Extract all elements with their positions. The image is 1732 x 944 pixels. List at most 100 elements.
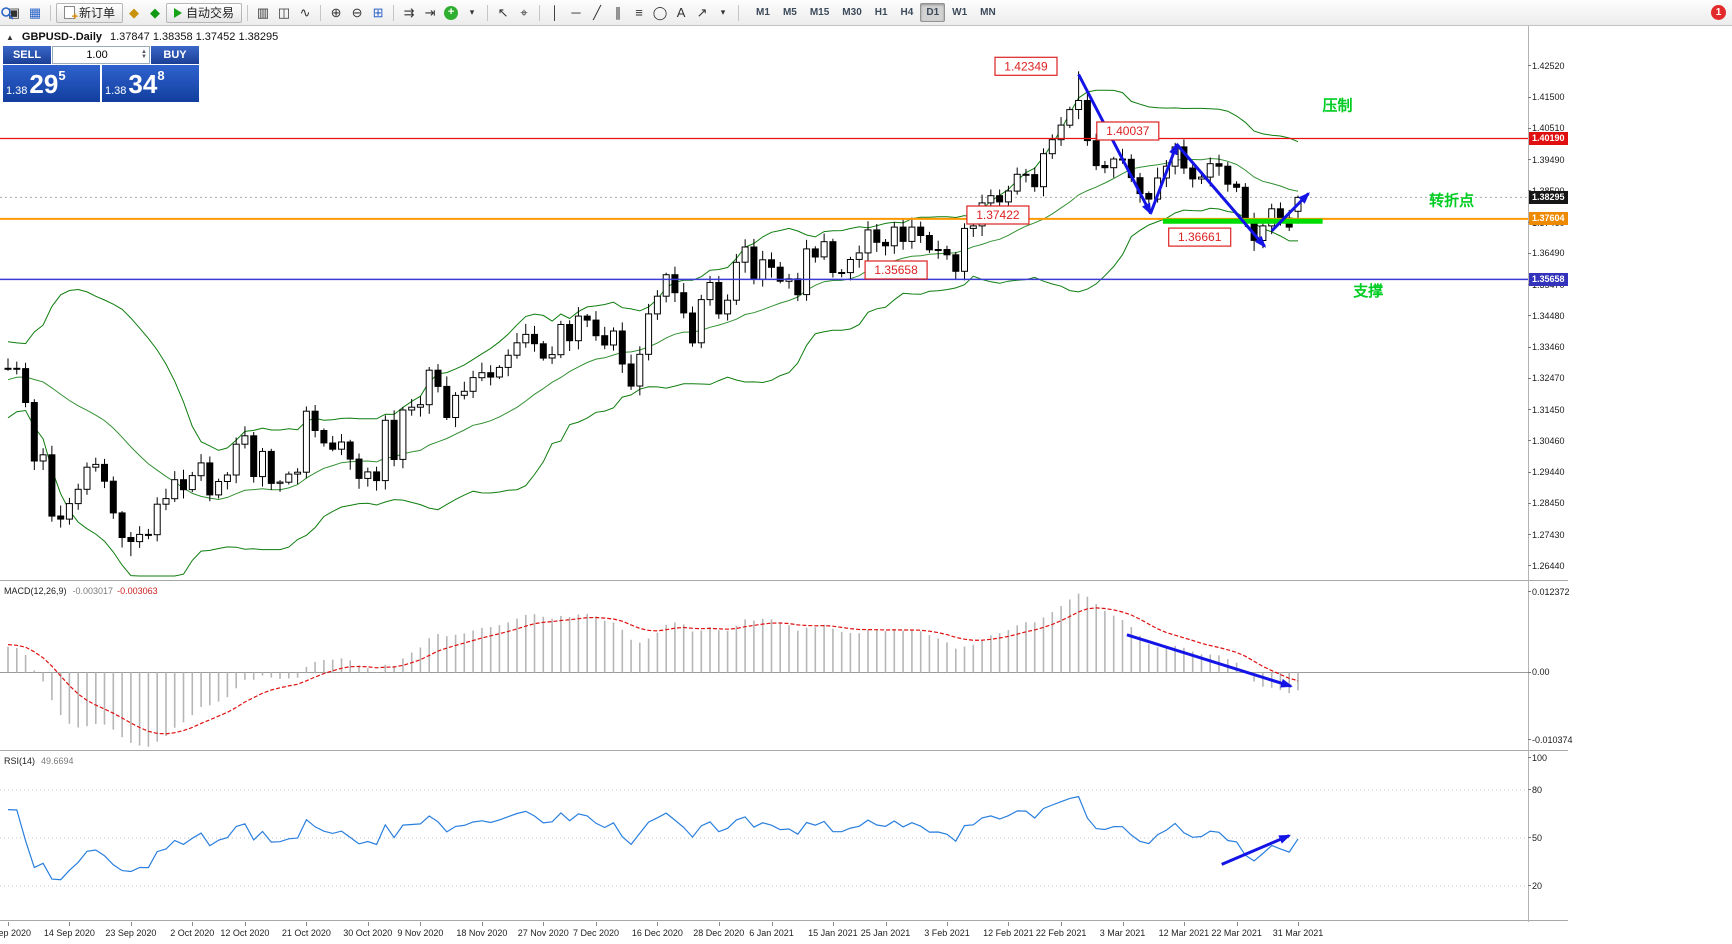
autotrade-button[interactable]: 自动交易 — [166, 2, 243, 23]
cursor-icon[interactable]: ↖ — [497, 5, 509, 20]
date-tick — [596, 922, 597, 926]
candle-body — [820, 241, 828, 258]
macd-label: MACD(12,26,9) -0.003017 -0.003063 — [4, 586, 158, 596]
buy-price-pips: 34 — [128, 68, 158, 99]
timeframe-button-d1[interactable]: D1 — [920, 3, 946, 22]
candle-body — [311, 410, 319, 432]
zoom-in-icon[interactable]: ⊕ — [330, 5, 342, 20]
candle-body — [890, 226, 898, 247]
equidistant-channel-icon[interactable]: ∥ — [614, 5, 622, 20]
trend-arrow[interactable] — [1077, 73, 1152, 216]
bars-chart-icon[interactable]: ▥ — [256, 5, 270, 20]
rsi-trend-arrow[interactable] — [1221, 834, 1292, 866]
price-axis-label: 1.41500 — [1532, 92, 1565, 103]
date-label: 31 Mar 2021 — [1272, 928, 1324, 938]
candle-body — [153, 503, 161, 536]
notification-badge[interactable]: 1 — [1711, 5, 1726, 20]
timeframe-button-w1[interactable]: W1 — [952, 7, 968, 18]
date-tick — [8, 922, 9, 926]
horizontal-line-icon[interactable]: ─ — [571, 5, 581, 20]
candle-body — [408, 406, 416, 411]
indicators-dropdown-icon[interactable]: ▾ — [469, 7, 475, 17]
candle-body — [57, 515, 65, 520]
annotation-label[interactable]: 支撑 — [1352, 282, 1383, 300]
auto-scroll-icon[interactable]: ⇉ — [403, 5, 415, 20]
timeframe-button-m30[interactable]: M30 — [842, 7, 862, 18]
annotation-label[interactable]: 转折点 — [1429, 191, 1474, 209]
price-tag[interactable]: 1.40037 — [1096, 121, 1160, 141]
history-center-icon[interactable]: ◆ — [129, 5, 140, 20]
candle-body — [1083, 100, 1091, 142]
panel-divider[interactable] — [0, 920, 1568, 921]
price-tag[interactable]: 1.36661 — [1168, 227, 1232, 247]
candle-body — [162, 498, 170, 505]
sell-button[interactable]: SELL — [3, 46, 51, 64]
toolbar-separator — [50, 4, 51, 21]
candle-body — [1013, 173, 1021, 192]
metaeditor-icon[interactable]: ◆ — [150, 5, 161, 20]
price-tag[interactable]: 1.42349 — [994, 56, 1058, 76]
main-price-chart[interactable]: 1.42349 1.40037 1.37422 1.36661 1.35658 压制转折点… — [0, 26, 1568, 580]
candle-body — [188, 475, 196, 491]
macd-trend-arrow[interactable] — [1126, 633, 1293, 688]
indicators-icon[interactable]: + — [441, 3, 461, 23]
tile-windows-icon[interactable]: ⊞ — [372, 5, 384, 20]
sell-price-box[interactable]: 1.38 29 5 — [3, 65, 100, 102]
volume-field: ▲▼ — [52, 46, 150, 64]
candle-body — [662, 274, 670, 297]
price-axis-label: 1.32470 — [1532, 373, 1565, 384]
candle-body — [74, 488, 82, 505]
price-tag[interactable]: 1.35658 — [864, 260, 928, 280]
price-axis-label: 1.33460 — [1532, 342, 1565, 353]
volume-stepper[interactable]: ▲ ▼ — [141, 49, 147, 60]
price-tag[interactable]: 1.37422 — [966, 205, 1030, 225]
trend-arrow[interactable] — [1175, 143, 1267, 248]
chart-shift-icon[interactable]: ⇥ — [424, 5, 436, 20]
arrows-tool-icon[interactable]: ↗ — [696, 5, 708, 20]
timeframe-button-m15[interactable]: M15 — [809, 7, 830, 18]
zoom-out-icon[interactable]: ⊖ — [351, 5, 363, 20]
trend-arrow[interactable] — [1149, 142, 1179, 214]
axis-tick — [1528, 671, 1531, 673]
rsi-label: RSI(14) 49.6694 — [4, 756, 74, 766]
macd-indicator-panel[interactable] — [0, 582, 1568, 750]
date-axis[interactable]: 3 Sep 2020 14 Sep 2020 23 Sep 2020 2 Oct 20… — [0, 922, 1568, 944]
ellipse-shape-icon[interactable]: ◯ — [652, 5, 668, 20]
date-tick — [130, 922, 132, 926]
candle-body — [302, 410, 310, 473]
panel-divider[interactable] — [0, 750, 1568, 751]
candles-chart-icon[interactable]: ◫ — [277, 5, 291, 20]
date-label: 18 Nov 2020 — [456, 928, 508, 938]
line-chart-icon[interactable]: ∿ — [299, 5, 311, 20]
axis-tick — [1528, 190, 1531, 191]
volume-input[interactable] — [53, 49, 142, 61]
date-label: 3 Sep 2020 — [0, 928, 32, 938]
date-tick — [244, 922, 246, 926]
search-icon[interactable] — [1, 3, 1705, 23]
axis-tick — [1528, 565, 1531, 567]
timeframe-button-h1[interactable]: H1 — [874, 7, 888, 18]
profiles-icon[interactable]: ▦ — [28, 5, 42, 20]
timeframe-button-mn[interactable]: MN — [980, 7, 996, 18]
timeframe-button-m1[interactable]: M1 — [756, 7, 770, 18]
timeframe-button-h4[interactable]: H4 — [900, 7, 914, 18]
chart-menu-icon[interactable]: ▲ — [6, 33, 14, 42]
crosshair-icon[interactable]: ⌖ — [520, 5, 528, 20]
buy-price-box[interactable]: 1.38 34 8 — [102, 65, 199, 102]
trendline-icon[interactable]: ╱ — [593, 5, 601, 20]
trend-arrow[interactable] — [1270, 192, 1310, 232]
annotation-label[interactable]: 压制 — [1322, 97, 1352, 115]
new-order-button[interactable]: 新订单 — [56, 2, 124, 23]
vertical-line-icon[interactable]: │ — [550, 5, 560, 20]
text-tool-icon[interactable]: A — [676, 5, 686, 20]
panel-divider[interactable] — [0, 580, 1568, 581]
fibonacci-icon[interactable]: ≡ — [635, 5, 643, 20]
rsi-indicator-panel[interactable] — [0, 752, 1568, 920]
buy-button[interactable]: BUY — [151, 46, 199, 64]
candle-body — [557, 324, 565, 356]
candle-body — [882, 241, 889, 247]
candle-body — [329, 442, 337, 450]
arrows-dropdown-icon[interactable]: ▾ — [720, 7, 726, 17]
timeframe-button-m5[interactable]: M5 — [782, 7, 797, 18]
candle-body — [232, 443, 240, 476]
